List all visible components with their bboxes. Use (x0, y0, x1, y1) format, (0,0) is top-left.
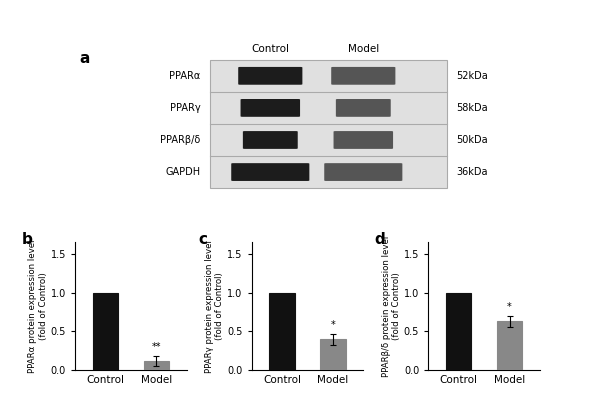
Text: 58kDa: 58kDa (457, 103, 488, 113)
Text: PPARβ/δ: PPARβ/δ (160, 135, 200, 145)
FancyBboxPatch shape (231, 163, 310, 181)
Bar (210, 124, 447, 156)
Bar (210, 92, 447, 124)
Bar (497, 321, 522, 370)
FancyBboxPatch shape (238, 67, 302, 85)
Text: *: * (331, 320, 335, 330)
Text: Model: Model (347, 44, 379, 54)
FancyBboxPatch shape (243, 131, 298, 149)
Bar (93, 292, 118, 370)
Text: GAPDH: GAPDH (166, 167, 200, 177)
Text: *: * (507, 302, 512, 312)
Bar (210, 156, 447, 188)
Text: 50kDa: 50kDa (457, 135, 488, 145)
FancyBboxPatch shape (336, 99, 391, 117)
Text: PPARγ: PPARγ (170, 103, 200, 113)
Bar (210, 60, 447, 92)
Y-axis label: PPARγ protein expression level
(fold of Control): PPARγ protein expression level (fold of … (205, 240, 224, 373)
Text: **: ** (152, 342, 161, 352)
FancyBboxPatch shape (331, 67, 395, 85)
Bar (210, 60, 447, 188)
FancyBboxPatch shape (334, 131, 393, 149)
Text: 52kDa: 52kDa (457, 71, 488, 81)
FancyBboxPatch shape (241, 99, 300, 117)
FancyBboxPatch shape (324, 163, 403, 181)
Bar (320, 339, 346, 370)
Bar (269, 292, 295, 370)
Text: PPARα: PPARα (169, 71, 200, 81)
Y-axis label: PPARα protein expression level
(fold of Control): PPARα protein expression level (fold of … (28, 239, 48, 373)
Text: c: c (198, 232, 207, 247)
Bar (143, 361, 169, 370)
Text: d: d (374, 232, 385, 247)
Y-axis label: PPARβ/δ protein expression level
(fold of Control): PPARβ/δ protein expression level (fold o… (382, 235, 401, 377)
Bar (446, 292, 472, 370)
Text: Control: Control (251, 44, 289, 54)
Text: 36kDa: 36kDa (457, 167, 488, 177)
Text: b: b (22, 232, 32, 247)
Text: a: a (80, 51, 90, 66)
